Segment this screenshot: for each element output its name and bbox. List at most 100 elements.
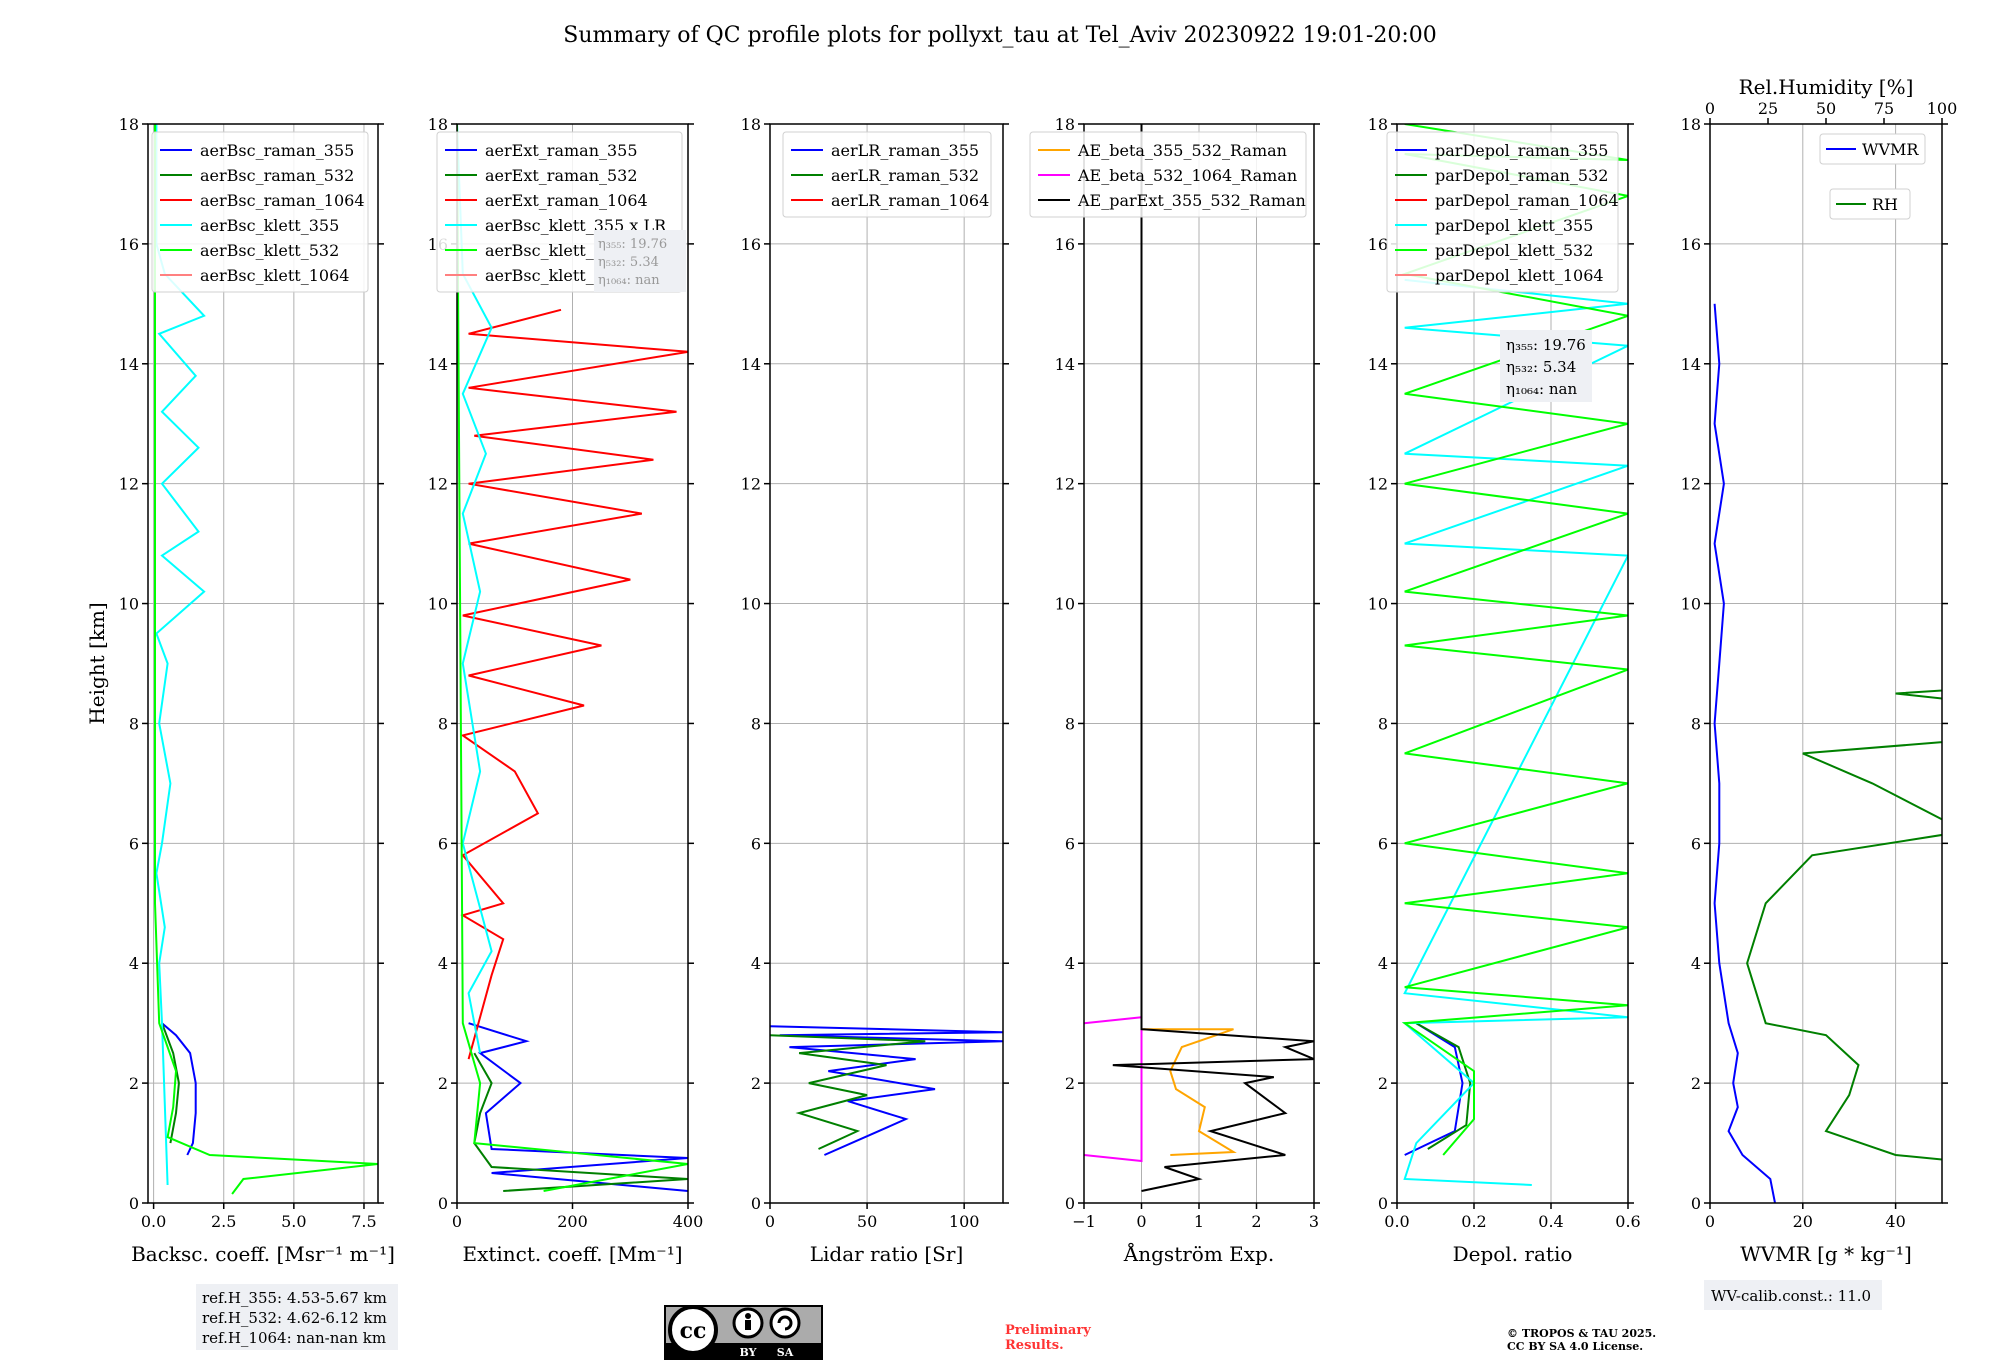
- figure-title: Summary of QC profile plots for pollyxt_…: [563, 23, 1436, 48]
- preliminary-notice: Preliminary Results.: [1005, 1323, 1091, 1353]
- x-tick-label: 0.4: [1538, 1212, 1563, 1231]
- preliminary-line2: Results.: [1005, 1338, 1064, 1353]
- top-axis-label: Rel.Humidity [%]: [1739, 75, 1914, 99]
- panel-bsc: 0.0 2.5 5.0 7.5 0 2 4 6 8 10 12 14 16 18 Backsc. coeff…: [85, 115, 395, 1266]
- eta-355-label: η₃₅₅: 19.76: [1506, 336, 1586, 354]
- y-tick-label: 10: [1368, 595, 1388, 614]
- series-pardepol-raman-532: [1415, 1022, 1472, 1150]
- eta-annotation-box: η₃₅₅: 19.76 η₅₃₂: 5.34 η₁₀₆₄: nan: [1500, 330, 1592, 402]
- y-tick-label: 4: [1065, 954, 1075, 973]
- y-tick-label: 12: [1055, 475, 1075, 494]
- series-aerbsc-raman-355: [161, 1022, 197, 1156]
- legend-label: parDepol_raman_532: [1435, 166, 1608, 185]
- y-tick-label: 16: [1368, 235, 1388, 254]
- y-tick-label: 10: [119, 595, 139, 614]
- y-tick-label: 0: [751, 1194, 761, 1213]
- legend-label: AE_beta_355_532_Raman: [1077, 141, 1287, 160]
- panel-frame: [1709, 123, 1943, 1204]
- legend-box: [1829, 188, 1911, 220]
- x-tick-label: 0.6: [1615, 1212, 1640, 1231]
- by-label: BY: [740, 1346, 757, 1359]
- y-tick-label: 14: [1681, 355, 1701, 374]
- y-tick-label: 6: [438, 834, 448, 853]
- by-person-body: [745, 1320, 751, 1330]
- x-tick-label: 0: [765, 1212, 775, 1231]
- legend-label: aerBsc_klett_1064: [200, 266, 349, 285]
- y-tick-label: 14: [741, 355, 761, 374]
- y-tick-label: 14: [428, 355, 448, 374]
- legend-label: aerBsc_klett_532: [200, 241, 339, 260]
- x-tick-label: 5.0: [281, 1212, 306, 1231]
- panel-frame: [1396, 123, 1629, 1204]
- y-tick-label: 10: [428, 595, 448, 614]
- by-person-head: [745, 1313, 751, 1319]
- legend-box: [1386, 131, 1619, 293]
- y-tick-label: 4: [1691, 954, 1701, 973]
- x-axis-label: Extinct. coeff. [Mm⁻¹]: [462, 1242, 682, 1266]
- y-tick-label: 18: [1681, 115, 1701, 134]
- wv-calib-bg: [1704, 1280, 1882, 1310]
- y-tick-label: 18: [119, 115, 139, 134]
- x-axis-label: Lidar ratio [Sr]: [810, 1242, 964, 1266]
- legend-label: aerLR_raman_1064: [831, 191, 989, 210]
- y-tick-label: 6: [751, 834, 761, 853]
- legend-label: parDepol_klett_532: [1435, 241, 1593, 260]
- legend-label: AE_parExt_355_532_Raman: [1077, 191, 1306, 210]
- eta-hidden-1064: η₁₀₆₄: nan: [598, 273, 660, 288]
- panel-frame: [769, 123, 1004, 1204]
- y-tick-label: 8: [751, 714, 761, 733]
- y-tick-label: 18: [741, 115, 761, 134]
- y-tick-label: 18: [1368, 115, 1388, 134]
- y-tick-label: 18: [428, 115, 448, 134]
- x-tick-label: 0: [1136, 1212, 1146, 1231]
- x-tick-label: 0.2: [1461, 1212, 1486, 1231]
- legend-label: parDepol_klett_355: [1435, 216, 1593, 235]
- x-tick-label: 400: [673, 1212, 704, 1231]
- x-tick-label: 200: [557, 1212, 588, 1231]
- y-tick-label: 4: [751, 954, 761, 973]
- y-tick-label: 16: [741, 235, 761, 254]
- panel-lr: 0 50 100 0 2 4 6 8 10 12 14 16 18 Lidar ratio [Sr] aer…: [741, 115, 1009, 1266]
- y-tick-label: 4: [1378, 954, 1388, 973]
- panel-frame: [147, 123, 379, 1204]
- series-pardepol-klett-355: [1402, 278, 1628, 1186]
- y-tick-label: 2: [751, 1074, 761, 1093]
- ref-height-355: ref.H_355: 4.53-5.67 km: [202, 1289, 387, 1307]
- x-tick-label: 100: [949, 1212, 980, 1231]
- y-tick-label: 14: [119, 355, 139, 374]
- y-tick-label: 12: [1368, 475, 1388, 494]
- y-tick-label: 14: [1368, 355, 1388, 374]
- x-tick-label: 3: [1309, 1212, 1319, 1231]
- y-tick-label: 10: [741, 595, 761, 614]
- legend-box: [1029, 131, 1307, 218]
- copyright-notice: © TROPOS & TAU 2025. CC BY SA 4.0 Licens…: [1507, 1327, 1656, 1353]
- series-aerbsc-klett-532-x-lr: [457, 124, 688, 1192]
- legend-label: parDepol_raman_355: [1435, 141, 1608, 160]
- x-tick-label: 7.5: [351, 1212, 376, 1231]
- y-tick-label: 12: [428, 475, 448, 494]
- cc-logo-text: cc: [680, 1318, 707, 1344]
- y-tick-label: 18: [1055, 115, 1075, 134]
- y-tick-label: 6: [1378, 834, 1388, 853]
- legend-label: aerExt_raman_1064: [485, 191, 648, 210]
- x-tick-label: 0: [1705, 1212, 1715, 1231]
- top-tick-label: 75: [1874, 99, 1894, 118]
- ref-height-box: ref.H_355: 4.53-5.67 km ref.H_532: 4.62-…: [196, 1284, 398, 1350]
- series-ae-beta-355-532-raman: [1141, 1028, 1237, 1156]
- legend-label: aerBsc_raman_1064: [200, 191, 365, 210]
- y-tick-label: 6: [129, 834, 139, 853]
- y-tick-label: 6: [1065, 834, 1075, 853]
- eta-1064-label: η₁₀₆₄: nan: [1506, 380, 1577, 398]
- series-ae-beta-532-1064-raman: [1084, 1016, 1143, 1163]
- series-aerext-raman-1064: [460, 308, 688, 1060]
- x-axis-label: Depol. ratio: [1453, 1242, 1573, 1266]
- eta-annotation-box-hidden: η₃₅₅: 19.76 η₅₃₂: 5.34 η₁₀₆₄: nan: [594, 230, 686, 292]
- series-pardepol-raman-355: [1404, 1022, 1464, 1156]
- y-tick-label: 8: [1691, 714, 1701, 733]
- y-tick-label: 12: [119, 475, 139, 494]
- y-tick-label: 4: [438, 954, 448, 973]
- y-tick-label: 16: [1681, 235, 1701, 254]
- y-tick-label: 0: [1378, 1194, 1388, 1213]
